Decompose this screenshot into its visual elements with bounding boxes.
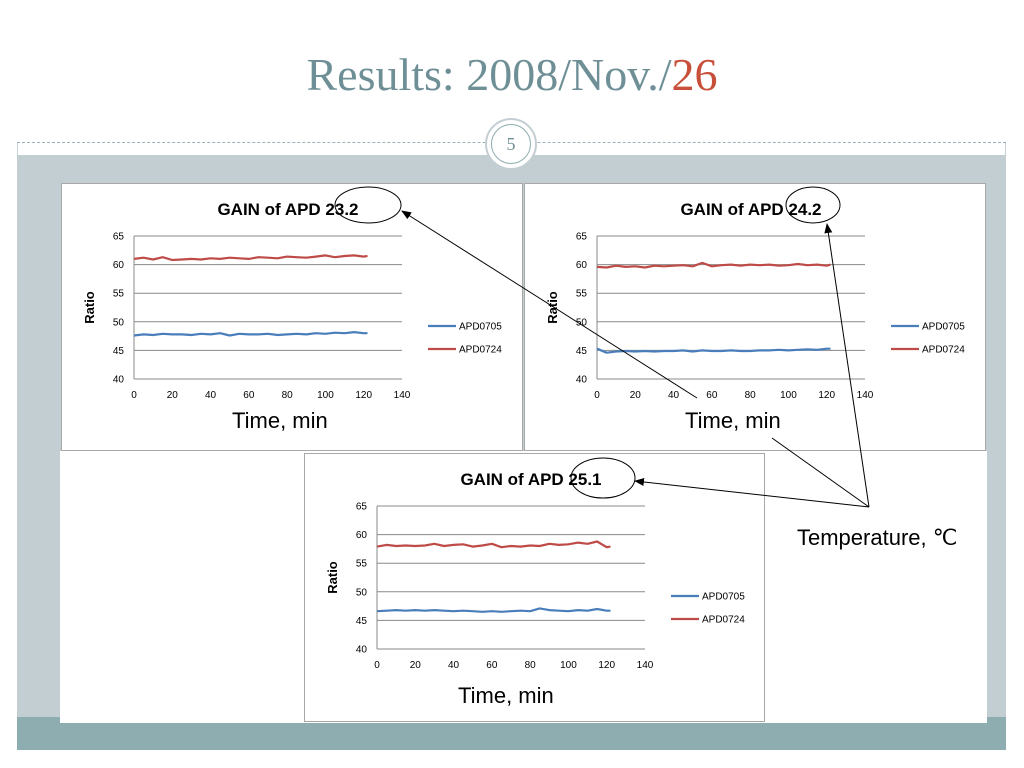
x-tick-label: 60 (706, 390, 718, 401)
chart-title: GAIN of APD 24.2 (680, 200, 821, 219)
y-tick-label: 50 (576, 317, 588, 328)
y-tick-label: 65 (576, 232, 588, 243)
y-axis-label: Ratio (325, 561, 340, 594)
y-tick-label: 55 (113, 289, 125, 300)
y-tick-label: 65 (356, 502, 368, 513)
series-line-apd0705 (376, 607, 611, 613)
y-tick-label: 60 (576, 260, 588, 271)
x-tick-label: 140 (857, 390, 874, 401)
x-tick-label: 100 (780, 390, 797, 401)
x-axis-label-chart-2: Time, min (685, 408, 781, 433)
x-tick-label: 40 (448, 660, 460, 671)
y-tick-label: 45 (576, 346, 588, 357)
x-tick-label: 60 (486, 660, 498, 671)
x-tick-label: 0 (374, 660, 380, 671)
chart-panel-apd-25-1: GAIN of APD 25.1 40 45 50 55 60 65 0 20 40 60 80 100… (304, 453, 765, 722)
x-tick-label: 120 (598, 660, 615, 671)
y-tick-label: 45 (356, 616, 368, 627)
slide-title-prefix: Results: 2008/Nov./ (306, 49, 672, 100)
legend-entry: APD0724 (702, 615, 745, 626)
legend-entry: APD0705 (459, 322, 502, 333)
temperature-label: Temperature, ℃ (797, 525, 958, 550)
legend-entry: APD0724 (922, 345, 965, 356)
x-tick-label: 20 (410, 660, 422, 671)
series-line-apd0705 (133, 331, 368, 337)
x-tick-label: 60 (243, 390, 255, 401)
series-line-apd0724 (133, 254, 368, 262)
series-line-apd0705 (596, 347, 831, 354)
x-tick-label: 0 (131, 390, 137, 401)
y-tick-label: 55 (356, 559, 368, 570)
chart-title: GAIN of APD 23.2 (217, 200, 358, 219)
x-axis-label-chart-3: Time, min (458, 683, 554, 708)
legend-entry: APD0705 (702, 592, 745, 603)
y-tick-label: 65 (113, 232, 125, 243)
y-tick-label: 40 (356, 645, 368, 656)
x-tick-label: 120 (818, 390, 835, 401)
x-tick-label: 120 (355, 390, 372, 401)
x-tick-label: 40 (205, 390, 217, 401)
x-tick-label: 100 (317, 390, 334, 401)
x-axis-label-chart-1: Time, min (232, 408, 328, 433)
slide-title: Results: 2008/Nov./26 (0, 48, 1024, 101)
x-tick-label: 140 (637, 660, 654, 671)
y-tick-label: 55 (576, 289, 588, 300)
page-number: 5 (491, 124, 531, 164)
slide-title-accent: 26 (671, 49, 718, 100)
series-line-apd0724 (376, 540, 611, 549)
series-line-apd0724 (596, 261, 831, 269)
x-tick-label: 100 (560, 660, 577, 671)
x-tick-label: 20 (630, 390, 642, 401)
chart-svg: GAIN of APD 25.1 40 45 50 55 60 65 0 20 40 60 80 100… (325, 470, 745, 671)
x-tick-label: 80 (525, 660, 537, 671)
y-tick-label: 40 (576, 375, 588, 386)
y-tick-label: 60 (356, 530, 368, 541)
chart-title: GAIN of APD 25.1 (460, 470, 601, 489)
x-tick-label: 140 (394, 390, 411, 401)
y-tick-label: 50 (113, 317, 125, 328)
y-tick-label: 40 (113, 375, 125, 386)
y-tick-label: 60 (113, 260, 125, 271)
x-tick-label: 80 (745, 390, 757, 401)
page-number-badge: 5 (485, 118, 537, 170)
y-tick-label: 45 (113, 346, 125, 357)
x-tick-label: 40 (668, 390, 680, 401)
x-tick-label: 20 (167, 390, 179, 401)
legend-entry: APD0724 (459, 345, 502, 356)
y-axis-label: Ratio (82, 291, 97, 324)
y-axis-label: Ratio (545, 291, 560, 324)
x-tick-label: 80 (282, 390, 294, 401)
x-tick-label: 0 (594, 390, 600, 401)
legend-entry: APD0705 (922, 322, 965, 333)
y-tick-label: 50 (356, 587, 368, 598)
